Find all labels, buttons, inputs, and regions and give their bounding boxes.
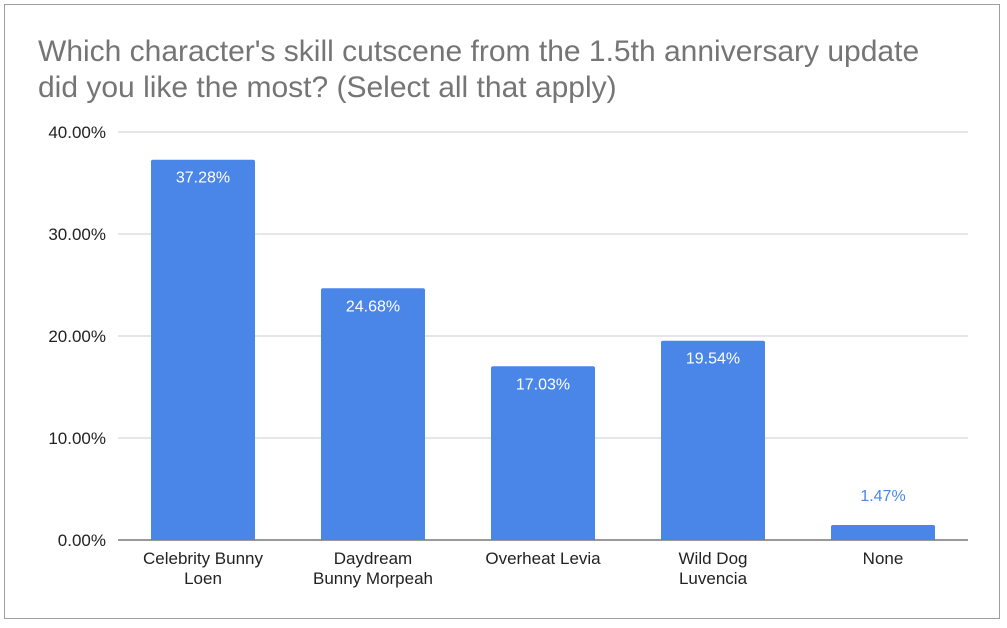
category-label: Luvencia: [679, 569, 748, 588]
y-tick-label: 20.00%: [48, 327, 106, 346]
data-label: 17.03%: [516, 376, 570, 393]
category-label: Overheat Levia: [485, 549, 601, 568]
bar: [151, 159, 255, 540]
data-label: 19.54%: [686, 351, 740, 368]
category-label: Wild Dog: [679, 549, 748, 568]
data-label: 1.47%: [860, 488, 905, 505]
category-label: Daydream: [334, 549, 412, 568]
category-label: Celebrity Bunny: [143, 549, 264, 568]
y-tick-label: 30.00%: [48, 225, 106, 244]
bar: [661, 340, 765, 540]
y-tick-label: 0.00%: [58, 531, 106, 550]
bar: [831, 525, 935, 540]
chart-title: Which character's skill cutscene from th…: [38, 35, 920, 104]
category-label: None: [863, 549, 904, 568]
data-label: 37.28%: [176, 170, 230, 187]
bar: [491, 366, 595, 540]
data-label: 24.68%: [346, 298, 400, 315]
y-tick-label: 40.00%: [48, 123, 106, 142]
bar: [321, 288, 425, 540]
category-label: Bunny Morpeah: [313, 569, 433, 588]
y-tick-label: 10.00%: [48, 429, 106, 448]
category-label: Loen: [184, 569, 222, 588]
